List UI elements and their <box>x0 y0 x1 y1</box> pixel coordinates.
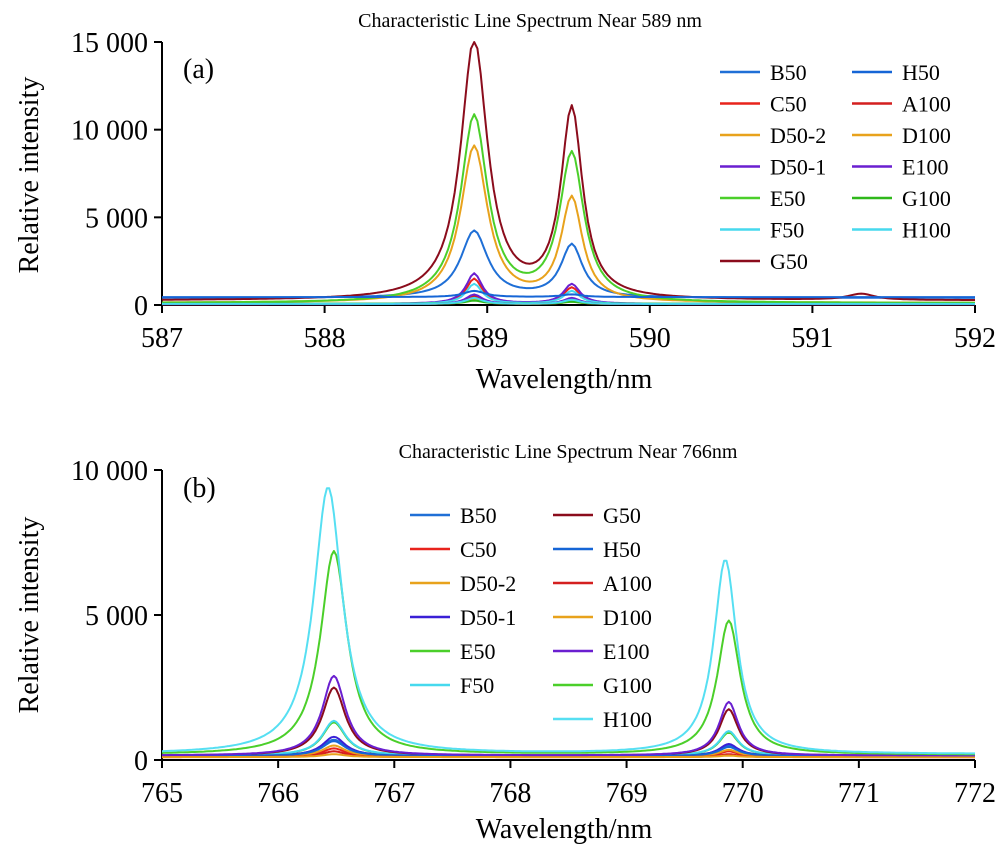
x-tick-label: 768 <box>489 778 531 809</box>
x-tick-label: 767 <box>373 778 415 809</box>
y-tick-label: 15 000 <box>71 28 148 59</box>
legend-label-g100: G100 <box>902 186 951 211</box>
panel-b-y-axis-title: Relative intensity <box>14 517 45 714</box>
legend-label-h50: H50 <box>603 537 641 562</box>
x-tick-label: 765 <box>141 778 183 809</box>
series-line-d50-2 <box>162 144 975 304</box>
legend-label-g50: G50 <box>603 503 641 528</box>
legend-label-d50-2: D50-2 <box>460 571 516 596</box>
series-line-d100 <box>162 753 975 759</box>
series-line-h100 <box>162 296 975 305</box>
panel-a-axes: 587 588 589 590 591 592 0 5 000 10 000 15 000 <box>71 28 996 354</box>
legend-label-c50: C50 <box>460 537 497 562</box>
legend-label-g100: G100 <box>603 673 652 698</box>
series-line-g100 <box>161 550 975 756</box>
y-tick-label: 0 <box>134 291 148 322</box>
legend-label-d50-1: D50-1 <box>460 605 516 630</box>
panel-b-x-axis-title: Wavelength/nm <box>476 814 653 845</box>
legend-label-d100: D100 <box>902 123 951 148</box>
y-tick-label: 10 000 <box>71 116 148 147</box>
legend-label-h100: H100 <box>603 707 652 732</box>
legend-label-e100: E100 <box>902 155 948 180</box>
panel-b-axes: 765 766 767 768 769 770 771 772 0 5 000 10 000 <box>71 456 996 809</box>
x-tick-label: 766 <box>257 778 299 809</box>
legend-label-g50: G50 <box>770 249 808 274</box>
series-line-g50 <box>162 41 975 301</box>
panel-a-legend: B50 C50 D50-2 D50-1 E50 F50 G50 H50 A100 D100 E100… <box>720 60 951 274</box>
series-line-g50 <box>162 686 975 757</box>
panel-a-curves <box>161 41 975 306</box>
y-tick-label: 10 000 <box>71 456 148 487</box>
legend-label-f50: F50 <box>770 218 804 243</box>
series-line-h100 <box>161 487 975 755</box>
legend-label-a100: A100 <box>902 92 951 117</box>
panel-a-x-axis-title: Wavelength/nm <box>476 364 653 395</box>
y-tick-label: 0 <box>134 746 148 777</box>
legend-label-f50: F50 <box>460 673 494 698</box>
legend-label-h50: H50 <box>902 60 940 85</box>
legend-label-d50-2: D50-2 <box>770 123 826 148</box>
x-tick-label: 769 <box>606 778 648 809</box>
x-tick-label: 589 <box>466 323 508 354</box>
series-line-h50 <box>162 289 975 299</box>
panel-a: Characteristic Line Spectrum Near 589 nm… <box>14 10 996 395</box>
legend-label-c50: C50 <box>770 92 807 117</box>
legend-label-b50: B50 <box>460 503 497 528</box>
x-tick-label: 592 <box>954 323 996 354</box>
series-line-e50 <box>161 113 975 304</box>
x-tick-label: 591 <box>791 323 833 354</box>
legend-label-b50: B50 <box>770 60 807 85</box>
panel-a-title: Characteristic Line Spectrum Near 589 nm <box>358 10 702 32</box>
x-tick-label: 588 <box>304 323 346 354</box>
x-tick-label: 771 <box>838 778 880 809</box>
series-line-e100 <box>162 674 975 757</box>
legend-label-d100: D100 <box>603 605 652 630</box>
legend-label-d50-1: D50-1 <box>770 155 826 180</box>
x-tick-label: 770 <box>722 778 764 809</box>
legend-label-e100: E100 <box>603 639 649 664</box>
x-tick-label: 587 <box>141 323 183 354</box>
y-tick-label: 5 000 <box>85 601 148 632</box>
panel-b-label: (b) <box>183 473 216 504</box>
panel-b-title: Characteristic Line Spectrum Near 766nm <box>399 441 738 463</box>
x-tick-label: 590 <box>629 323 671 354</box>
panel-a-y-axis-title: Relative intensity <box>14 77 45 274</box>
y-tick-label: 5 000 <box>85 203 148 234</box>
panel-b: Characteristic Line Spectrum Near 766nm … <box>14 441 996 845</box>
legend-label-h100: H100 <box>902 218 951 243</box>
panel-b-legend: B50 C50 D50-2 D50-1 E50 F50 G50 H50 A100 D100 E100… <box>410 503 652 732</box>
x-tick-label: 772 <box>954 778 996 809</box>
panel-b-curves <box>161 487 975 759</box>
legend-label-e50: E50 <box>770 186 805 211</box>
series-line-b50 <box>161 229 975 299</box>
legend-label-a100: A100 <box>603 571 652 596</box>
panel-a-label: (a) <box>183 54 214 85</box>
legend-label-e50: E50 <box>460 639 495 664</box>
